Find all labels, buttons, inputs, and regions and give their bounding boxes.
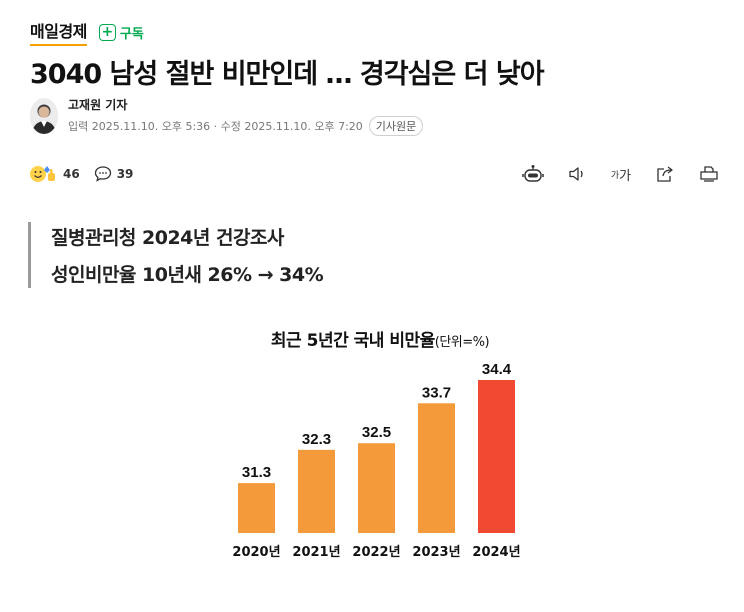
chart-title: 최근 5년간 국내 비만율 [270,331,435,351]
font-size-large-glyph: 가 [619,168,632,184]
comment-button[interactable]: 39 [94,165,134,183]
reaction-emoji-icon [30,166,55,182]
value-label: 33.7 [422,384,451,401]
category-label: 2022년 [352,545,400,560]
chart-plot: 31.3 2020년 32.3 2021년 32.5 2022년 33.7 2023년 34.4… [232,361,520,560]
chart-title-row: 최근 5년간 국내 비만율(단위=%) [200,326,560,351]
reporter-avatar[interactable] [30,98,58,134]
subscribe-label: 구독 [119,26,144,42]
byline: 고재원 기자 입력 2025.11.10. 오후 5:36 · 수정 2025.… [30,96,424,136]
reaction-count: 46 [63,167,80,181]
obesity-rate-chart: 최근 5년간 국내 비만율(단위=%) 31.3 2020년 32.3 2021년 32… [200,320,560,570]
comment-icon [94,166,111,182]
value-label: 32.5 [362,424,391,441]
category-label: 2021년 [292,545,340,560]
chart-unit-label: (단위=%) [434,335,490,350]
bar-2023년 [418,403,455,533]
speaker-icon[interactable] [566,163,588,185]
share-icon[interactable] [654,163,676,185]
bar-2021년 [298,449,335,533]
value-label: 34.4 [482,361,512,378]
font-size-small-glyph: 가 [610,170,620,181]
reaction-button[interactable]: 46 [28,164,80,184]
bar-2022년 [358,443,395,533]
subscribe-button[interactable]: + 구독 [98,23,144,42]
summary-bot-icon[interactable] [522,163,544,185]
article-headline: 3040 남성 절반 비만인데 … 경각심은 더 낮아 [30,59,545,90]
timestamp-row: 입력 2025.11.10. 오후 5:36 · 수정 2025.11.10. … [68,116,424,136]
subheadline-line-1: 질병관리청 2024년 건강조사 [51,227,284,249]
category-label: 2023년 [412,545,460,560]
bar-2020년 [238,483,275,533]
plus-icon: + [98,23,116,41]
person-icon [30,98,58,134]
value-label: 32.3 [302,431,331,448]
print-icon[interactable] [698,163,720,185]
bar-2024년 [478,380,515,533]
press-header: 매일경제 + 구독 [30,18,144,46]
category-label: 2024년 [472,545,520,560]
subheadline-line-2: 성인비만율 10년새 26% → 34% [51,264,324,286]
category-label: 2020년 [232,545,280,560]
value-label: 31.3 [242,464,271,481]
reporter-name[interactable]: 고재원 기자 [68,98,128,112]
press-logo[interactable]: 매일경제 [30,18,87,46]
original-article-button[interactable]: 기사원문 [368,116,424,136]
subheadline-block: 질병관리청 2024년 건강조사 성인비만율 10년새 26% → 34% [28,222,324,288]
publish-dates: 입력 2025.11.10. 오후 5:36 · 수정 2025.11.10. … [68,120,363,133]
comment-count: 39 [116,167,134,181]
